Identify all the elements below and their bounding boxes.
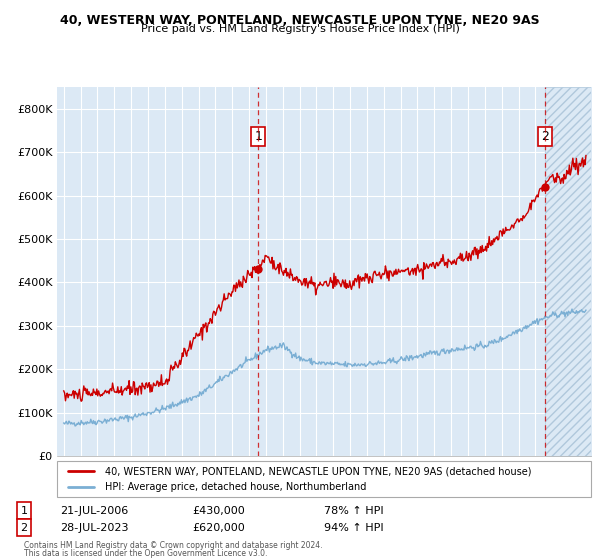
Text: 1: 1 <box>20 506 28 516</box>
Text: 2: 2 <box>20 522 28 533</box>
Text: 94% ↑ HPI: 94% ↑ HPI <box>324 522 383 533</box>
Text: £430,000: £430,000 <box>192 506 245 516</box>
Text: This data is licensed under the Open Government Licence v3.0.: This data is licensed under the Open Gov… <box>24 549 268 558</box>
Text: 28-JUL-2023: 28-JUL-2023 <box>60 522 128 533</box>
Text: HPI: Average price, detached house, Northumberland: HPI: Average price, detached house, Nort… <box>105 482 367 492</box>
Text: £620,000: £620,000 <box>192 522 245 533</box>
Text: 2: 2 <box>541 130 549 143</box>
Text: 1: 1 <box>254 130 262 143</box>
Text: 21-JUL-2006: 21-JUL-2006 <box>60 506 128 516</box>
Text: 40, WESTERN WAY, PONTELAND, NEWCASTLE UPON TYNE, NE20 9AS (detached house): 40, WESTERN WAY, PONTELAND, NEWCASTLE UP… <box>105 466 532 476</box>
Text: 40, WESTERN WAY, PONTELAND, NEWCASTLE UPON TYNE, NE20 9AS: 40, WESTERN WAY, PONTELAND, NEWCASTLE UP… <box>60 14 540 27</box>
Text: 78% ↑ HPI: 78% ↑ HPI <box>324 506 383 516</box>
Text: Contains HM Land Registry data © Crown copyright and database right 2024.: Contains HM Land Registry data © Crown c… <box>24 541 323 550</box>
FancyBboxPatch shape <box>57 461 591 497</box>
Text: Price paid vs. HM Land Registry's House Price Index (HPI): Price paid vs. HM Land Registry's House … <box>140 24 460 34</box>
